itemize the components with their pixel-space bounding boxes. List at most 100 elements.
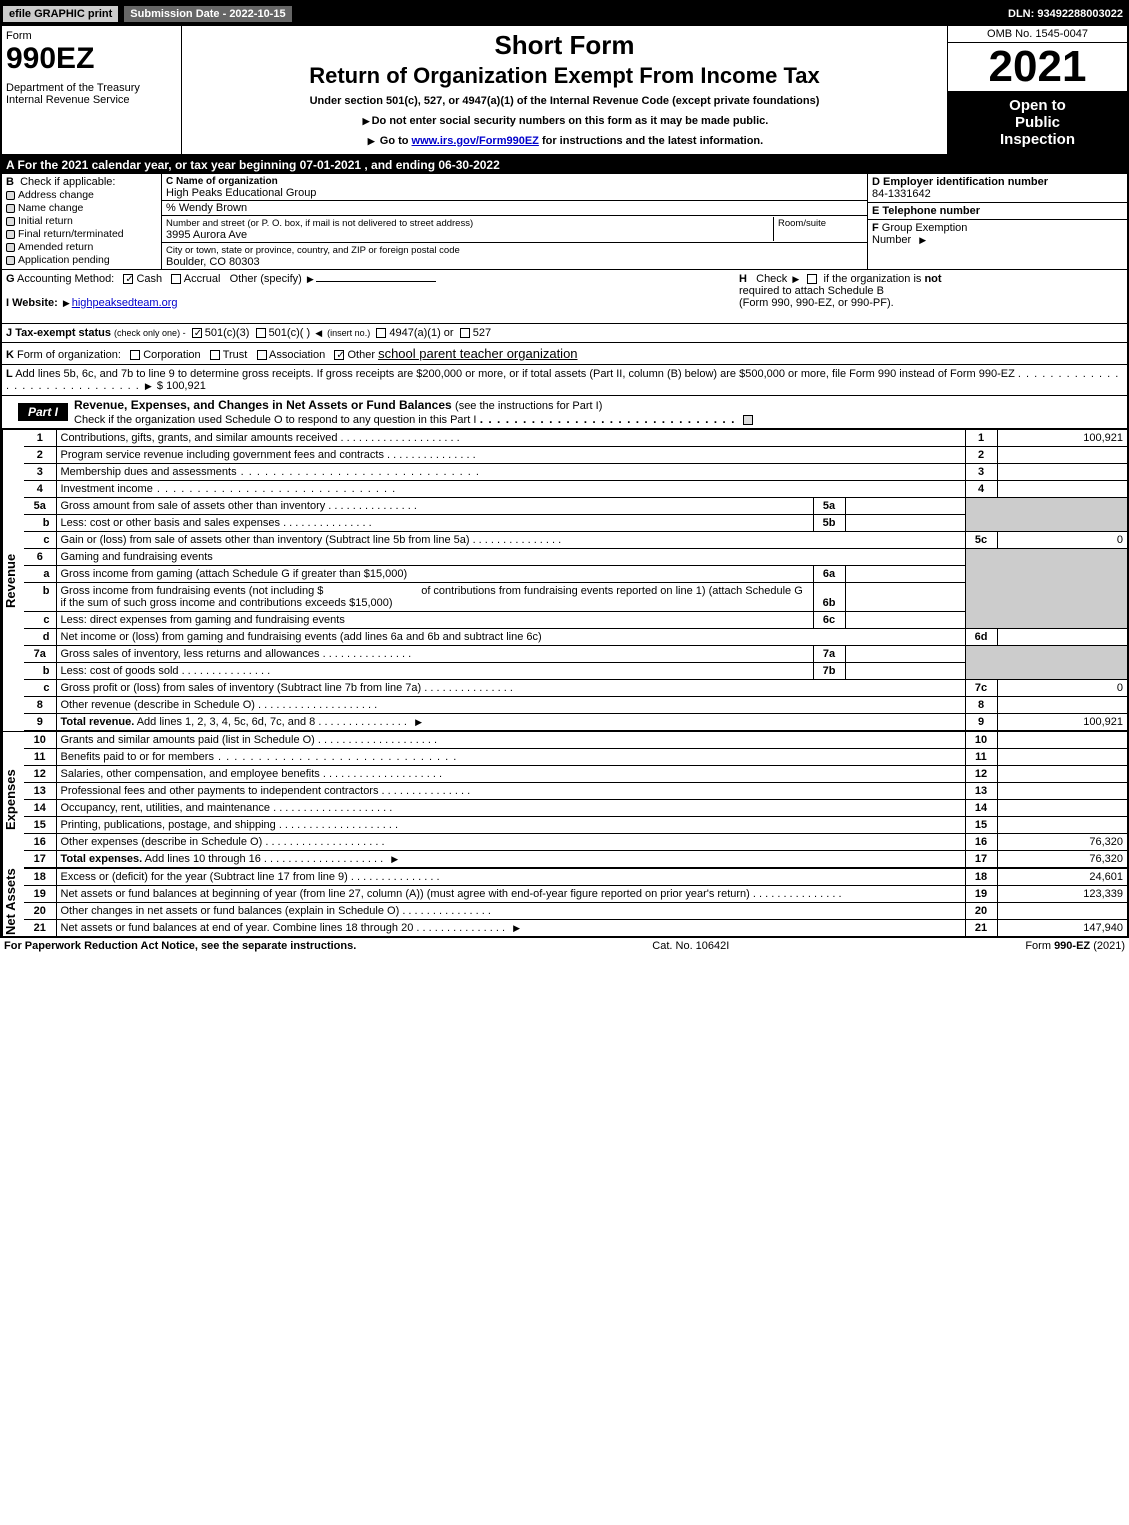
website-link[interactable]: highpeaksedteam.org xyxy=(72,297,178,309)
line-5c-value: 0 xyxy=(997,532,1127,549)
line-3-value xyxy=(997,464,1127,481)
corporation-checkbox[interactable] xyxy=(130,350,140,360)
line-8-value xyxy=(997,697,1127,714)
association-checkbox[interactable] xyxy=(257,350,267,360)
line-7a-midnum: 7a xyxy=(813,646,845,663)
number-label: Number xyxy=(872,234,911,246)
line-6c-midval xyxy=(845,612,965,629)
trust-checkbox[interactable] xyxy=(210,350,220,360)
line-9-value: 100,921 xyxy=(997,714,1127,731)
line-1-value: 100,921 xyxy=(997,430,1127,447)
line-14-desc: Occupancy, rent, utilities, and maintena… xyxy=(61,802,271,814)
main-title: Return of Organization Exempt From Incom… xyxy=(190,63,939,89)
line-2-row: 2 Program service revenue including gove… xyxy=(24,447,1127,464)
l-text: Add lines 5b, 6c, and 7b to line 9 to de… xyxy=(15,368,1015,380)
line-17-desc-bold: Total expenses. xyxy=(61,853,143,865)
trust-label: Trust xyxy=(223,349,248,361)
line-17-num: 17 xyxy=(24,851,56,868)
check-label: Check xyxy=(756,273,787,285)
line-5a-row: 5a Gross amount from sale of assets othe… xyxy=(24,498,1127,515)
column-b-checkboxes: B Check if applicable: Address change Na… xyxy=(2,174,162,269)
ein-value: 84-1331642 xyxy=(872,188,931,200)
street-label: Number and street (or P. O. box, if mail… xyxy=(166,218,473,229)
cash-checkbox[interactable] xyxy=(123,274,133,284)
goto-post: for instructions and the latest informat… xyxy=(539,135,763,147)
line-7b-row: b Less: cost of goods sold 7b xyxy=(24,663,1127,680)
do-not-enter-text: Do not enter social security numbers on … xyxy=(190,115,939,127)
d-letter: D xyxy=(872,176,880,188)
line-10-value xyxy=(997,732,1127,749)
g-letter: G xyxy=(6,273,15,285)
line-17-desc: Add lines 10 through 16 xyxy=(145,853,261,865)
website-label: Website: xyxy=(12,297,58,309)
application-pending-checkbox[interactable] xyxy=(6,256,15,265)
line-21-value: 147,940 xyxy=(997,920,1127,937)
line-19-desc: Net assets or fund balances at beginning… xyxy=(61,888,750,900)
schedule-o-checkbox[interactable] xyxy=(743,415,753,425)
line-7b-desc: Less: cost of goods sold xyxy=(61,665,179,677)
schedule-b-checkbox[interactable] xyxy=(807,274,817,284)
c-letter: C xyxy=(166,176,173,187)
section-bcdef: B Check if applicable: Address change Na… xyxy=(2,174,1127,270)
line-5c-num: c xyxy=(24,532,56,549)
revenue-vertical-label: Revenue xyxy=(2,429,24,731)
row-g-h: G Accounting Method: Cash Accrual Other … xyxy=(2,270,1127,324)
line-a-tax-year: A For the 2021 calendar year, or tax yea… xyxy=(2,156,1127,174)
open3: Inspection xyxy=(1000,131,1075,148)
other-checkbox[interactable] xyxy=(334,350,344,360)
line-16-rnum: 16 xyxy=(965,834,997,851)
form-container: efile GRAPHIC print Submission Date - 20… xyxy=(0,0,1129,938)
line-1-desc: Contributions, gifts, grants, and simila… xyxy=(61,432,338,444)
l-letter: L xyxy=(6,368,13,380)
other-blank xyxy=(316,281,436,282)
line-8-rnum: 8 xyxy=(965,697,997,714)
501c-checkbox[interactable] xyxy=(256,328,266,338)
line-6d-num: d xyxy=(24,629,56,646)
efile-print-button[interactable]: efile GRAPHIC print xyxy=(2,5,119,23)
irs-link[interactable]: www.irs.gov/Form990EZ xyxy=(412,135,539,147)
group-exemption-row: F Group Exemption Number xyxy=(868,220,1127,269)
line-9-row: 9 Total revenue. Add lines 1, 2, 3, 4, 5… xyxy=(24,714,1127,731)
line-7c-value: 0 xyxy=(997,680,1127,697)
line-19-row: 19 Net assets or fund balances at beginn… xyxy=(24,886,1127,903)
group-exemption-label: Group Exemption xyxy=(882,222,968,234)
527-checkbox[interactable] xyxy=(460,328,470,338)
goto-pre: Go to xyxy=(380,135,412,147)
line-3-num: 3 xyxy=(24,464,56,481)
line-6a-num: a xyxy=(24,566,56,583)
line-17-row: 17 Total expenses. Add lines 10 through … xyxy=(24,851,1127,868)
form-pre: Form xyxy=(1025,940,1054,952)
line-6d-desc: Net income or (loss) from gaming and fun… xyxy=(61,631,542,643)
line-21-num: 21 xyxy=(24,920,56,937)
initial-return-checkbox[interactable] xyxy=(6,217,15,226)
line-5a-desc: Gross amount from sale of assets other t… xyxy=(61,500,326,512)
line-17-value: 76,320 xyxy=(997,851,1127,868)
submission-date-label: Submission Date - 2022-10-15 xyxy=(123,5,292,23)
accrual-checkbox[interactable] xyxy=(171,274,181,284)
line-16-num: 16 xyxy=(24,834,56,851)
arrow-icon xyxy=(790,273,801,285)
i-letter: I xyxy=(6,297,9,309)
line-11-value xyxy=(997,749,1127,766)
other-label: Other xyxy=(347,349,375,361)
short-form-title: Short Form xyxy=(190,30,939,61)
line-1-num: 1 xyxy=(24,430,56,447)
line-16-desc: Other expenses (describe in Schedule O) xyxy=(61,836,263,848)
arrow-left-icon xyxy=(313,327,324,339)
line-6a-midval xyxy=(845,566,965,583)
department-label: Department of the Treasury Internal Reve… xyxy=(6,82,177,106)
name-change-checkbox[interactable] xyxy=(6,204,15,213)
line-20-value xyxy=(997,903,1127,920)
line-20-num: 20 xyxy=(24,903,56,920)
address-change-checkbox[interactable] xyxy=(6,191,15,200)
line-10-row: 10 Grants and similar amounts paid (list… xyxy=(24,732,1127,749)
4947-checkbox[interactable] xyxy=(376,328,386,338)
line-6b-midval xyxy=(845,583,965,612)
501c3-checkbox[interactable] xyxy=(192,328,202,338)
line-19-value: 123,339 xyxy=(997,886,1127,903)
final-return-checkbox[interactable] xyxy=(6,230,15,239)
amended-return-checkbox[interactable] xyxy=(6,243,15,252)
initial-return-label: Initial return xyxy=(18,215,73,227)
street-value: 3995 Aurora Ave xyxy=(166,229,247,241)
line-1-rnum: 1 xyxy=(965,430,997,447)
